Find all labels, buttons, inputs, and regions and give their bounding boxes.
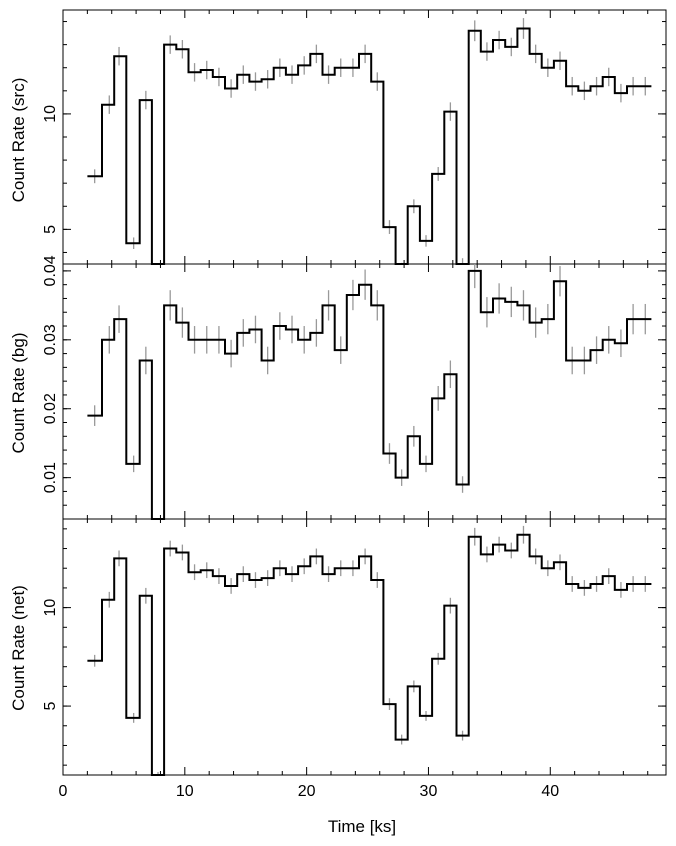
y-tick-label: 0.02 (42, 393, 59, 424)
x-tick-label: 40 (541, 783, 559, 800)
panel-src-ylabel: Count Rate (src) (9, 78, 28, 203)
series-step-line (87, 27, 652, 265)
panel-src: Count Rate (src) 5 10 (9, 9, 667, 265)
x-tick-label: 20 (298, 783, 316, 800)
x-axis-label: Time [ks] (328, 817, 396, 836)
x-tick-label: 30 (420, 783, 438, 800)
series-step-line (87, 269, 652, 520)
y-tick-label: 0.04 (42, 255, 59, 286)
y-tick-label: 5 (42, 702, 59, 711)
panel-bg-ylabel: Count Rate (bg) (9, 333, 28, 454)
y-tick-label: 5 (42, 225, 59, 234)
x-tick-label: 10 (176, 783, 194, 800)
series-step-line (87, 533, 652, 776)
panel-bg-frame (62, 263, 667, 520)
panel-bg: Count Rate (bg) 0.01 0.02 0.03 0.04 (9, 255, 667, 520)
panel-net-ylabel: Count Rate (net) (9, 585, 28, 711)
y-tick-label: 0.01 (42, 462, 59, 493)
y-tick-label: 10 (42, 105, 59, 123)
x-tick-label: 0 (59, 783, 68, 800)
y-tick-label: 10 (42, 599, 59, 617)
panel-net: Count Rate (net) 5 10 (9, 518, 667, 776)
y-tick-label: 0.03 (42, 324, 59, 355)
